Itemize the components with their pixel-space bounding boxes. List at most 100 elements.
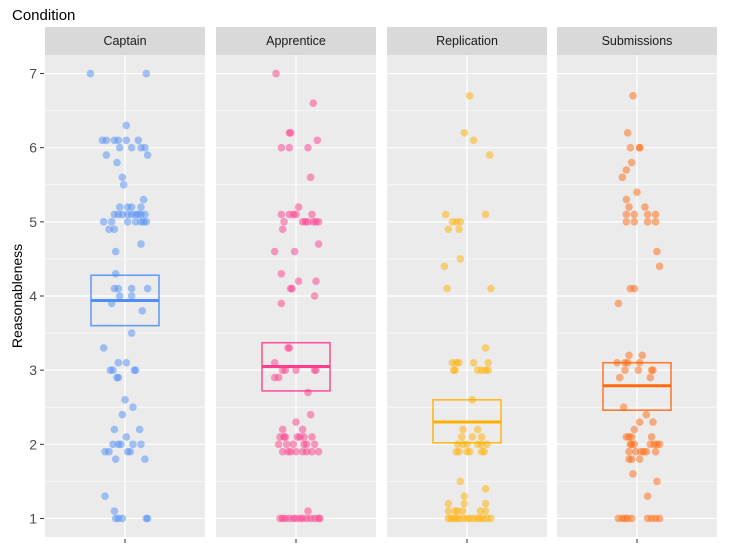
data-point [635,418,644,426]
data-point [127,203,136,211]
data-point [484,366,493,374]
data-point [642,410,651,419]
data-point [302,447,311,456]
y-tick-label: 5 [29,214,37,230]
data-point [476,507,485,515]
data-point [469,358,478,367]
data-point [109,440,117,449]
data-point [306,410,315,419]
data-point [114,284,123,293]
data-point [622,195,631,204]
data-point [304,507,312,515]
data-point [484,358,493,367]
data-point [277,269,286,278]
data-point [653,477,661,486]
facet-strip-label: Submissions [602,34,673,48]
data-point [622,218,631,226]
data-point [139,195,148,204]
data-point [274,373,283,382]
data-point [114,136,123,145]
data-point [298,425,307,434]
data-point [468,433,477,441]
data-point [459,507,467,515]
data-point [310,292,319,300]
chart-title: Condition [12,7,75,24]
data-point [629,470,637,478]
data-point [143,151,152,159]
data-point [622,210,631,219]
data-point [651,210,660,219]
data-point [127,143,136,152]
data-point [111,269,120,278]
data-point [113,158,121,167]
data-point [649,418,657,426]
data-point [655,440,664,449]
data-point [122,121,131,130]
data-point [625,203,633,211]
data-point [278,447,287,456]
data-point [122,358,131,367]
data-point [277,210,286,219]
data-point [444,225,453,234]
data-point [115,203,124,211]
facet-panel-apprentice: Apprentice [216,27,376,543]
data-point [625,447,633,456]
data-point [457,433,466,441]
data-point [451,366,459,374]
data-point [618,173,627,182]
data-point [134,136,143,145]
data-point [647,433,656,441]
y-axis-title: Reasonableness [9,244,25,348]
data-point [278,225,287,234]
data-point [102,136,111,145]
data-point [274,440,283,449]
data-point [137,440,145,449]
data-point [115,143,124,152]
data-point [272,69,280,78]
data-point [642,447,651,456]
data-point [469,136,478,145]
data-point [456,218,465,226]
data-point [483,440,491,449]
data-point [138,307,147,315]
data-point [118,514,127,523]
data-point [635,143,644,152]
facet-strip [45,27,205,55]
data-point [270,247,279,256]
data-point [308,447,316,456]
data-point [619,403,628,412]
data-point [127,329,136,337]
facet-panel-replication: Replication [387,27,547,543]
data-point [302,440,311,449]
data-point [655,262,664,271]
data-point [300,433,308,441]
data-point [286,447,295,456]
y-tick-label: 1 [29,510,37,526]
data-point [280,218,288,226]
data-point [99,218,108,226]
data-point [633,188,641,196]
data-point [141,143,149,152]
data-point [460,499,469,508]
data-point [313,136,322,145]
data-point [627,158,636,167]
data-point [292,210,300,219]
data-point [465,91,474,100]
data-point [455,447,463,456]
data-point [641,203,649,211]
data-point [487,514,495,523]
data-point [626,143,635,152]
data-point [649,366,657,374]
data-point [655,514,664,523]
facet-strip-label: Replication [436,34,498,48]
data-point [453,507,462,515]
data-point [294,277,303,285]
data-point [110,507,119,515]
data-point [312,277,320,285]
data-point [441,210,450,219]
data-point [444,507,453,515]
data-point [480,447,489,456]
data-point [304,388,312,397]
data-point [141,210,149,219]
